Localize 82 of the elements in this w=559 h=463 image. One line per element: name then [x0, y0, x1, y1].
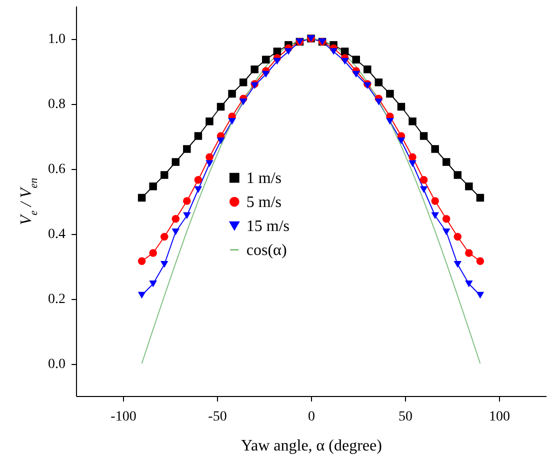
point [160, 171, 168, 179]
point [172, 215, 180, 223]
point [216, 138, 225, 144]
point [206, 118, 214, 126]
x-axis-title: Yaw angle, α (degree) [241, 438, 382, 454]
point [386, 90, 394, 98]
point [442, 215, 450, 223]
point [454, 171, 462, 179]
point [431, 145, 439, 153]
point [397, 102, 406, 111]
point [262, 70, 270, 78]
point [172, 158, 180, 166]
y-tick-label: 0.0 [48, 357, 66, 372]
point [352, 56, 360, 64]
point [160, 261, 168, 268]
point [206, 153, 214, 161]
point [149, 182, 157, 190]
y-tick-label: 1.0 [48, 32, 66, 47]
point [183, 145, 191, 153]
point [138, 292, 146, 299]
point [340, 48, 349, 56]
y-tick-label: 0.2 [48, 292, 66, 307]
point [340, 58, 349, 65]
point [364, 66, 372, 74]
point [420, 132, 428, 140]
point [465, 182, 473, 190]
point [160, 232, 168, 241]
point [408, 160, 416, 167]
point [138, 194, 146, 202]
point [420, 186, 428, 193]
point [476, 257, 484, 265]
point [262, 56, 270, 64]
point [465, 280, 473, 288]
point [206, 160, 214, 167]
point [374, 98, 383, 106]
point [408, 153, 416, 161]
point [408, 118, 416, 126]
point [183, 197, 191, 205]
point [397, 138, 406, 144]
point [239, 98, 248, 106]
point [352, 70, 360, 78]
y-tick-label: 0.8 [48, 97, 66, 112]
point [239, 78, 248, 86]
point [454, 232, 462, 241]
point [250, 66, 258, 74]
legend-label: 15 m/s [246, 218, 290, 235]
y-tick-label: 0.4 [48, 227, 66, 242]
point [172, 228, 180, 236]
x-tick-label: 100 [489, 410, 510, 424]
point [476, 292, 484, 299]
point [138, 257, 146, 265]
point [330, 48, 338, 55]
point [216, 102, 225, 111]
point [465, 249, 473, 257]
point [149, 280, 157, 288]
point [442, 158, 450, 166]
point [273, 48, 282, 56]
point [442, 228, 450, 236]
point [273, 58, 282, 65]
point [374, 78, 383, 86]
point [228, 90, 236, 98]
y-tick-label: 0.6 [48, 162, 66, 177]
point [431, 212, 439, 219]
point [420, 176, 428, 184]
point [454, 261, 462, 268]
point [183, 212, 191, 219]
point [194, 176, 202, 184]
point [476, 194, 484, 202]
point [149, 249, 157, 257]
point [194, 132, 202, 140]
x-tick-label: 0 [308, 410, 315, 424]
legend-label: 5 m/s [246, 194, 282, 211]
point [431, 197, 439, 205]
point [284, 48, 292, 55]
point [228, 118, 236, 125]
point [386, 118, 394, 125]
point [194, 186, 202, 193]
legend-label: 1 m/s [246, 170, 282, 187]
x-tick-label: -100 [110, 410, 136, 424]
legend-label: cos(α) [246, 242, 287, 259]
x-tick-label: 50 [398, 410, 412, 424]
x-tick-label: -50 [208, 410, 227, 424]
